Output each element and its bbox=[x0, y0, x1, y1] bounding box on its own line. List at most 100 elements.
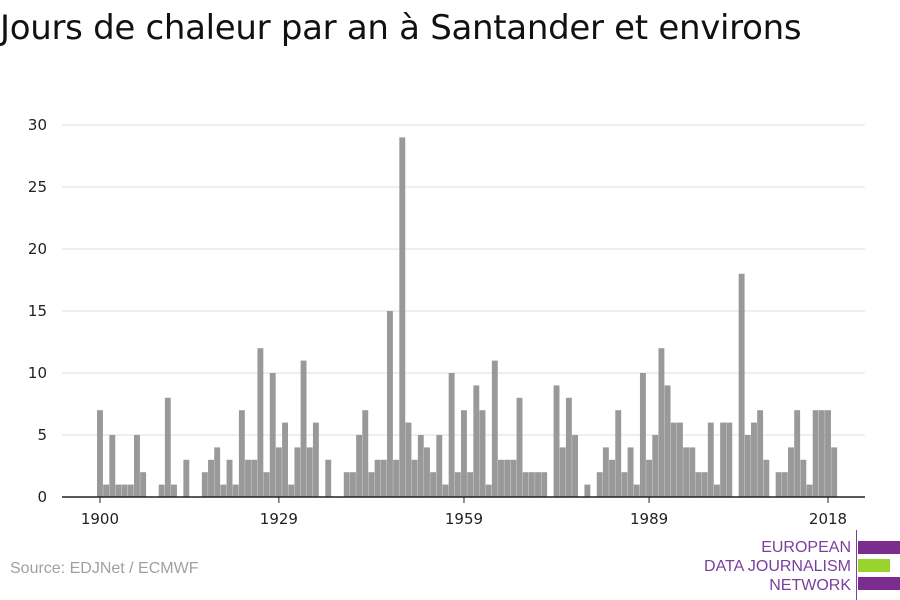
bar-1965 bbox=[498, 459, 504, 497]
bar-1986 bbox=[627, 447, 634, 497]
bar-1920 bbox=[220, 484, 227, 497]
bar-1991 bbox=[658, 348, 665, 497]
bar-1918 bbox=[208, 459, 214, 497]
bar-1994 bbox=[676, 422, 683, 497]
bar-2001 bbox=[720, 422, 727, 497]
bar-1935 bbox=[312, 422, 319, 497]
bar-1974 bbox=[553, 385, 560, 497]
logo-line-3: NETWORK bbox=[769, 577, 851, 594]
bar-1983 bbox=[609, 459, 616, 497]
bar-1996 bbox=[689, 447, 696, 497]
bar-2017 bbox=[818, 410, 825, 497]
bar-2004 bbox=[738, 273, 745, 497]
bar-1998 bbox=[701, 472, 708, 497]
source-note: Source: EDJNet / ECMWF bbox=[10, 560, 199, 577]
y-tick-label: 5 bbox=[37, 426, 47, 444]
y-axis-ticks: 0 5 10 15 20 25 30 bbox=[28, 116, 47, 506]
bar-1963 bbox=[485, 484, 492, 497]
y-tick-label: 10 bbox=[28, 364, 47, 382]
bar-2010 bbox=[775, 472, 782, 497]
bar-1976 bbox=[565, 397, 572, 497]
bar-1995 bbox=[683, 447, 690, 497]
logo-divider bbox=[856, 530, 857, 600]
bar-1977 bbox=[572, 435, 578, 497]
bar-2007 bbox=[757, 410, 764, 497]
bar-2012 bbox=[788, 447, 794, 497]
bar-2006 bbox=[751, 422, 757, 497]
bar-1962 bbox=[479, 410, 486, 497]
y-tick-label: 0 bbox=[37, 488, 47, 506]
bar-1975 bbox=[559, 447, 566, 497]
bar-1952 bbox=[417, 435, 424, 497]
bar-2008 bbox=[763, 459, 770, 497]
bar-2016 bbox=[812, 410, 819, 497]
bar-1999 bbox=[707, 422, 714, 497]
bar-1934 bbox=[306, 447, 313, 497]
bar-1997 bbox=[695, 472, 702, 497]
bar-1932 bbox=[294, 447, 301, 497]
logo-bar-1 bbox=[858, 541, 900, 554]
bar-1954 bbox=[430, 472, 437, 497]
logo-line-2: DATA JOURNALISM bbox=[704, 558, 851, 575]
bar-1953 bbox=[424, 447, 430, 497]
bar-1904 bbox=[121, 484, 128, 497]
bar-1949 bbox=[399, 137, 406, 497]
logo-bar-3 bbox=[858, 577, 900, 590]
bar-1900 bbox=[97, 410, 103, 497]
bar-1968 bbox=[516, 397, 523, 497]
bar-2014 bbox=[800, 459, 807, 497]
bar-1921 bbox=[226, 459, 233, 497]
bar-1902 bbox=[109, 435, 116, 497]
bar-1982 bbox=[602, 447, 609, 497]
bar-1987 bbox=[633, 484, 640, 497]
y-tick-label: 15 bbox=[28, 302, 47, 320]
bar-1919 bbox=[214, 447, 221, 497]
bar-1928 bbox=[269, 373, 276, 497]
bar-1985 bbox=[621, 472, 628, 497]
bar-1914 bbox=[183, 459, 190, 497]
bar-1940 bbox=[343, 472, 350, 497]
logo-line-1: EUROPEAN bbox=[761, 539, 851, 556]
bar-1992 bbox=[664, 385, 671, 497]
bar-1981 bbox=[596, 472, 603, 497]
bar-1961 bbox=[473, 385, 480, 497]
bar-1955 bbox=[436, 435, 443, 497]
bar-1911 bbox=[164, 397, 171, 497]
bar-1967 bbox=[510, 459, 517, 497]
bar-1906 bbox=[134, 435, 140, 497]
bar-1924 bbox=[245, 459, 251, 497]
x-tick-label: 1929 bbox=[260, 510, 298, 528]
bar-1971 bbox=[535, 472, 541, 497]
bar-1903 bbox=[115, 484, 122, 497]
bar-1917 bbox=[201, 472, 208, 497]
bar-1901 bbox=[103, 484, 110, 497]
bar-2018 bbox=[825, 410, 831, 497]
bar-1947 bbox=[386, 311, 393, 497]
x-axis-ticks: 1900 1929 1959 1989 2018 bbox=[81, 497, 847, 528]
bar-1944 bbox=[368, 472, 375, 497]
bar-1956 bbox=[442, 484, 449, 497]
bar-1907 bbox=[140, 472, 147, 497]
bar-1989 bbox=[646, 459, 653, 497]
bar-1988 bbox=[639, 373, 646, 497]
chart-title: Jours de chaleur par an à Santander et e… bbox=[0, 8, 802, 48]
bar-1923 bbox=[238, 410, 245, 497]
bar-1984 bbox=[615, 410, 622, 497]
bar-1910 bbox=[158, 484, 165, 497]
bar-1958 bbox=[454, 472, 461, 497]
bar-2011 bbox=[781, 472, 788, 497]
bar-1941 bbox=[349, 472, 356, 497]
x-tick-label: 1989 bbox=[630, 510, 668, 528]
bar-1969 bbox=[522, 472, 529, 497]
bar-1993 bbox=[670, 422, 677, 497]
bar-1926 bbox=[257, 348, 264, 497]
bar-1945 bbox=[374, 459, 381, 497]
edjnet-logo[interactable]: EUROPEAN DATA JOURNALISM NETWORK bbox=[704, 530, 900, 600]
bar-1957 bbox=[448, 373, 455, 497]
bar-2000 bbox=[714, 484, 720, 497]
bar-1929 bbox=[275, 447, 282, 497]
y-tick-label: 30 bbox=[28, 116, 47, 134]
bar-1927 bbox=[263, 472, 270, 497]
gridlines bbox=[62, 124, 865, 436]
